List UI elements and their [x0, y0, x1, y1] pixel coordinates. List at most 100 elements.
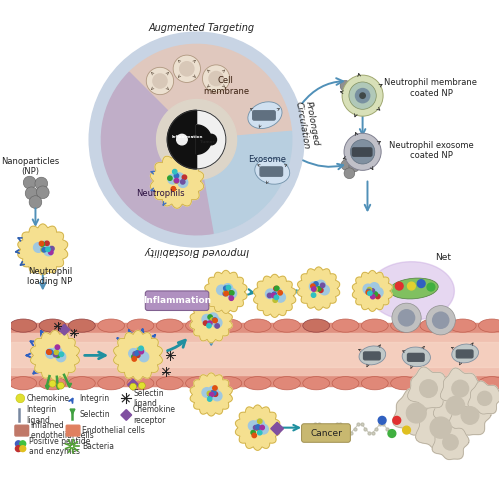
Circle shape [46, 247, 50, 251]
Circle shape [268, 293, 272, 298]
Circle shape [208, 386, 218, 396]
Circle shape [418, 280, 425, 288]
Ellipse shape [10, 319, 36, 332]
Wedge shape [130, 44, 292, 140]
Circle shape [138, 382, 145, 389]
Circle shape [341, 160, 352, 170]
Ellipse shape [359, 346, 386, 365]
Ellipse shape [68, 319, 96, 332]
Circle shape [274, 295, 278, 299]
Circle shape [344, 168, 355, 179]
Circle shape [402, 426, 410, 434]
Text: Chemokine
receptor: Chemokine receptor [133, 405, 176, 425]
Circle shape [258, 419, 262, 423]
Circle shape [212, 386, 217, 390]
Circle shape [461, 407, 479, 424]
Circle shape [25, 187, 38, 200]
Circle shape [248, 421, 258, 431]
Circle shape [206, 134, 216, 145]
Text: Selectin: Selectin [80, 411, 110, 419]
Circle shape [156, 100, 236, 180]
Circle shape [36, 186, 49, 199]
Ellipse shape [390, 376, 417, 390]
Text: Cell
membrane: Cell membrane [203, 76, 249, 95]
Ellipse shape [420, 319, 447, 332]
Text: Improved Biostability: Improved Biostability [144, 246, 249, 256]
Circle shape [182, 175, 186, 179]
Circle shape [42, 247, 46, 252]
Ellipse shape [274, 376, 300, 390]
Circle shape [254, 425, 258, 430]
Ellipse shape [478, 319, 500, 332]
FancyBboxPatch shape [11, 323, 500, 386]
Polygon shape [205, 270, 247, 313]
FancyBboxPatch shape [456, 350, 473, 358]
Circle shape [359, 92, 366, 99]
Circle shape [52, 347, 62, 357]
Ellipse shape [390, 278, 438, 299]
Circle shape [420, 380, 438, 397]
Text: Neutrophil membrane
coated NP: Neutrophil membrane coated NP [384, 78, 478, 97]
Circle shape [370, 294, 375, 299]
Circle shape [48, 250, 53, 254]
Circle shape [312, 287, 316, 291]
Ellipse shape [450, 376, 476, 390]
Circle shape [272, 288, 281, 297]
Circle shape [171, 187, 175, 191]
Text: Inflammation: Inflammation [143, 296, 211, 305]
Text: Prolonged
Circulation: Prolonged Circulation [294, 99, 321, 151]
Circle shape [256, 425, 260, 429]
Circle shape [373, 292, 378, 296]
Circle shape [406, 403, 426, 423]
Circle shape [350, 78, 360, 89]
Circle shape [202, 65, 230, 92]
Circle shape [56, 352, 66, 362]
FancyBboxPatch shape [252, 111, 275, 120]
Circle shape [40, 241, 50, 251]
Circle shape [208, 315, 212, 319]
Circle shape [176, 134, 187, 145]
FancyBboxPatch shape [15, 425, 28, 436]
Circle shape [212, 318, 217, 322]
Circle shape [398, 309, 415, 327]
Circle shape [58, 382, 64, 389]
Circle shape [316, 287, 321, 291]
Circle shape [208, 397, 212, 401]
Circle shape [274, 286, 279, 290]
Text: Chemokine: Chemokine [26, 394, 70, 403]
Circle shape [208, 71, 224, 86]
Circle shape [376, 294, 380, 299]
Circle shape [318, 288, 323, 292]
Circle shape [408, 282, 416, 290]
Circle shape [139, 352, 148, 362]
Circle shape [443, 435, 458, 450]
Circle shape [214, 392, 218, 396]
Ellipse shape [39, 376, 66, 390]
Ellipse shape [478, 376, 500, 390]
Polygon shape [150, 154, 204, 208]
Polygon shape [468, 381, 500, 414]
Circle shape [49, 380, 56, 387]
Circle shape [59, 352, 64, 357]
Circle shape [251, 430, 256, 435]
Circle shape [135, 347, 145, 357]
Circle shape [152, 73, 168, 89]
Circle shape [132, 357, 136, 361]
Ellipse shape [450, 319, 476, 332]
Circle shape [24, 176, 36, 189]
Circle shape [50, 247, 54, 251]
Ellipse shape [244, 376, 271, 390]
Circle shape [35, 177, 48, 190]
Circle shape [168, 110, 226, 169]
Circle shape [446, 397, 464, 415]
Circle shape [174, 173, 184, 182]
Circle shape [320, 285, 330, 295]
Circle shape [16, 446, 22, 452]
Polygon shape [352, 271, 393, 311]
Polygon shape [190, 300, 232, 343]
Circle shape [276, 292, 285, 302]
Text: Exosome: Exosome [248, 155, 286, 164]
Circle shape [174, 178, 178, 183]
FancyBboxPatch shape [364, 352, 380, 360]
Circle shape [210, 392, 214, 397]
